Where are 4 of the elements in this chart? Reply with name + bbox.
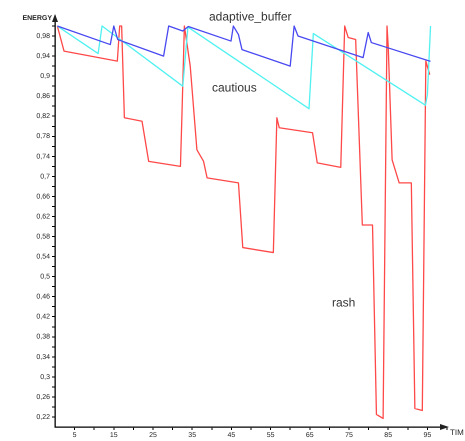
x-axis-title: TIM xyxy=(450,428,464,438)
series-label: adaptive_buffer xyxy=(209,9,292,24)
series-label: cautious xyxy=(212,80,257,94)
series-label: rash xyxy=(332,295,356,310)
